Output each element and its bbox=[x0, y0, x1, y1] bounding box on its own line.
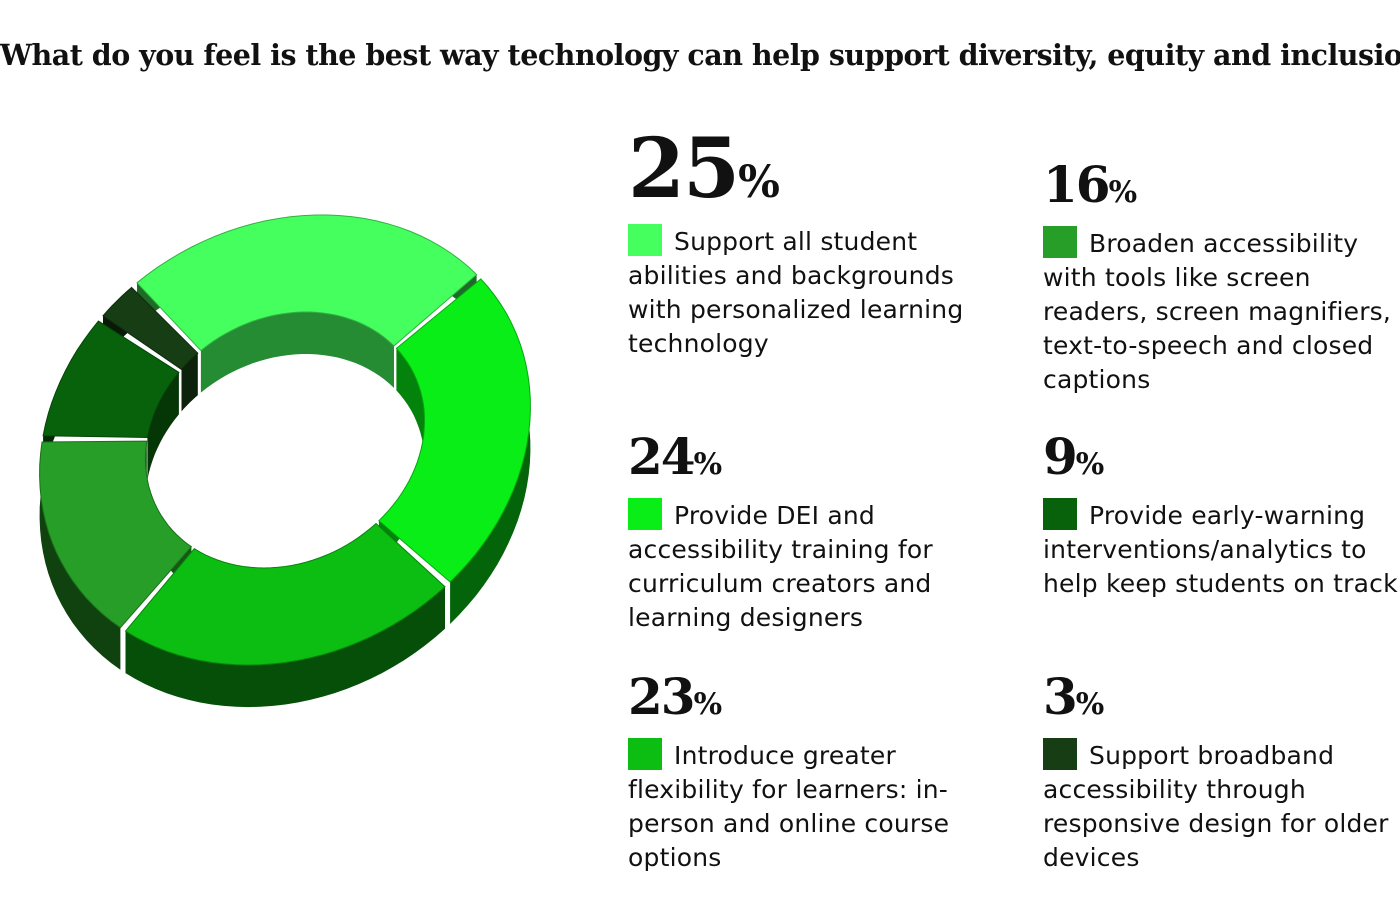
donut-slice-5 bbox=[42, 320, 180, 439]
donut-slice-1-inner-side bbox=[200, 312, 394, 393]
percent-label-6: 3% bbox=[1043, 667, 1105, 726]
donut-slice-1 bbox=[136, 214, 478, 352]
legend-swatch-2 bbox=[628, 498, 662, 530]
donut-slice-4 bbox=[39, 440, 193, 629]
legend-text-1: Support all student abilities and backgr… bbox=[628, 224, 988, 361]
legend-entry-2: 24% Provide DEI and accessibility traini… bbox=[628, 432, 988, 635]
legend-swatch-3 bbox=[628, 738, 662, 770]
donut-slice-6-inner-side bbox=[181, 353, 198, 412]
percent-label-3: 23% bbox=[628, 667, 723, 726]
legend-entry-1: 25% Support all student abilities and ba… bbox=[628, 128, 988, 361]
legend-entry-6: 3% Support broadband accessibility throu… bbox=[1043, 672, 1400, 875]
percent-label-1: 25% bbox=[628, 121, 780, 217]
percent-label-5: 9% bbox=[1043, 427, 1105, 486]
legend-swatch-1 bbox=[628, 224, 662, 256]
donut-chart bbox=[39, 214, 531, 708]
percent-label-4: 16% bbox=[1043, 155, 1138, 214]
donut-slice-3 bbox=[124, 522, 446, 666]
legend-text-3: Introduce greater flexibility for learne… bbox=[628, 738, 988, 875]
legend-text-2: Provide DEI and accessibility training f… bbox=[628, 498, 988, 635]
donut-slice-2 bbox=[378, 278, 531, 583]
legend-swatch-4 bbox=[1043, 226, 1077, 258]
donut-slice-5-inner-side bbox=[147, 372, 179, 480]
percent-label-2: 24% bbox=[628, 427, 723, 486]
legend-swatch-5 bbox=[1043, 498, 1077, 530]
donut-slice-4-outer-side bbox=[39, 442, 121, 670]
legend-text-6: Support broadband accessibility through … bbox=[1043, 738, 1400, 875]
legend-entry-3: 23% Introduce greater flexibility for le… bbox=[628, 672, 988, 875]
donut-slice-3-outer-side bbox=[125, 586, 445, 708]
donut-slice-6 bbox=[102, 286, 199, 371]
legend-entry-5: 9% Provide early-warning interventions/a… bbox=[1043, 432, 1400, 601]
legend-entry-4: 16% Broaden accessibility with tools lik… bbox=[1043, 160, 1400, 397]
legend-text-5: Provide early-warning interventions/anal… bbox=[1043, 498, 1400, 601]
chart-title: What do you feel is the best way technol… bbox=[0, 38, 1400, 72]
donut-slice-2-outer-side bbox=[450, 278, 531, 624]
legend-swatch-6 bbox=[1043, 738, 1077, 770]
legend-text-4: Broaden accessibility with tools like sc… bbox=[1043, 226, 1400, 397]
